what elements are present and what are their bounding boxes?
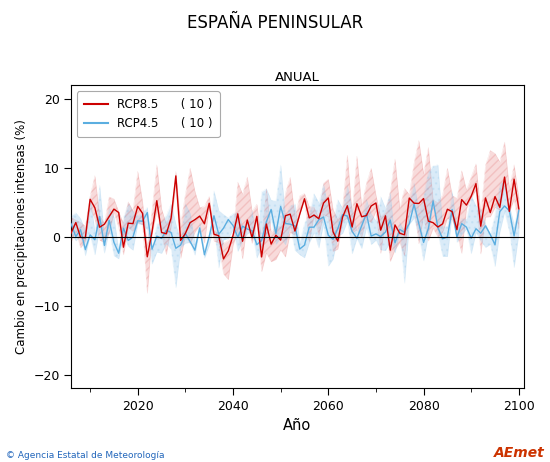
Text: ESPAÑA PENINSULAR: ESPAÑA PENINSULAR [187, 14, 363, 32]
Y-axis label: Cambio en precipitaciones intensas (%): Cambio en precipitaciones intensas (%) [15, 120, 28, 354]
Text: © Agencia Estatal de Meteorología: © Agencia Estatal de Meteorología [6, 451, 164, 460]
Text: AEmet: AEmet [494, 446, 544, 460]
X-axis label: Año: Año [283, 418, 311, 433]
Legend: RCP8.5      ( 10 ), RCP4.5      ( 10 ): RCP8.5 ( 10 ), RCP4.5 ( 10 ) [77, 91, 219, 137]
Title: ANUAL: ANUAL [275, 71, 320, 84]
